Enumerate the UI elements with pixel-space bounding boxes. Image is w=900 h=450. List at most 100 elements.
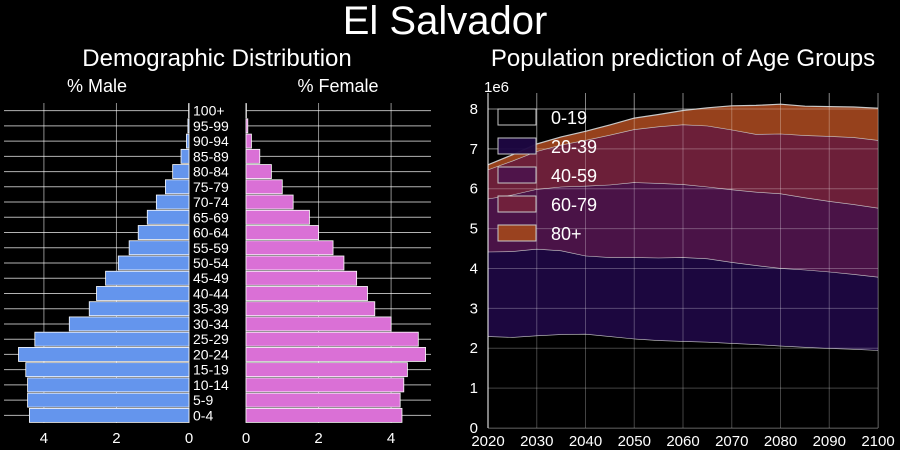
area-y-tick-label: 0 [470, 420, 478, 437]
male-tick-label: 0 [185, 430, 193, 447]
male-axis-label: % Male [67, 76, 127, 96]
female-bar [245, 331, 419, 347]
age-group-label: 60-64 [193, 225, 229, 241]
female-bar [245, 392, 401, 408]
male-tick-label: 4 [40, 430, 48, 447]
area-x-tick-label: 2020 [471, 433, 504, 450]
area-x-tick-label: 2100 [861, 433, 894, 450]
male-bar [34, 331, 190, 347]
age-group-label: 95-99 [193, 118, 229, 134]
legend-swatch [497, 108, 537, 126]
area-y-multiplier: 1e6 [484, 79, 509, 96]
male-bar [172, 164, 190, 179]
legend-label: 60-79 [551, 195, 597, 215]
female-bar [245, 133, 252, 149]
age-group-label: 20-24 [193, 346, 229, 362]
male-tick-label: 2 [112, 430, 120, 447]
male-bar [137, 225, 190, 240]
female-bar [245, 407, 403, 423]
male-bar [155, 194, 190, 210]
area-x-tick-label: 2060 [666, 433, 699, 450]
female-tick-label: 4 [387, 430, 395, 447]
area-y-tick-label: 1 [470, 380, 478, 397]
male-bar [105, 270, 190, 286]
male-pyramid: 4 2 0 [4, 103, 193, 447]
age-group-label: 75-79 [193, 179, 229, 195]
legend-label: 40-59 [551, 166, 597, 186]
age-group-label: 40-44 [193, 285, 229, 301]
male-bar [117, 255, 190, 271]
age-group-label: 85-89 [193, 148, 229, 164]
area-y-tick-label: 3 [470, 300, 478, 317]
legend-swatch [497, 166, 537, 184]
age-group-label: 30-34 [193, 316, 229, 332]
legend-swatch [497, 137, 537, 155]
female-bar [245, 255, 345, 271]
male-bar [146, 209, 190, 225]
female-bar [245, 301, 376, 317]
age-group-labels: 0-45-910-1415-1920-2425-2930-3435-3940-4… [193, 103, 229, 424]
legend-label: 0-19 [551, 108, 587, 128]
female-bar [245, 362, 408, 378]
age-group-label: 50-54 [193, 255, 229, 271]
legend-label: 80+ [551, 224, 582, 244]
male-bar [180, 148, 190, 164]
age-group-label: 65-69 [193, 209, 229, 225]
female-pyramid: 0 2 4 [242, 103, 431, 447]
age-group-label: 25-29 [193, 331, 229, 347]
female-bar [245, 270, 358, 286]
female-bar [245, 286, 368, 301]
area-title: Population prediction of Age Groups [491, 45, 875, 72]
area-y-tick-label: 5 [470, 221, 478, 238]
age-group-label: 5-9 [193, 392, 213, 408]
female-axis-label: % Female [297, 76, 378, 96]
area-y-tick-label: 4 [470, 260, 478, 277]
area-series-20-39 [488, 248, 878, 351]
female-bar [245, 377, 405, 393]
male-bar [28, 407, 190, 423]
female-bar [245, 118, 249, 134]
legend-swatch [497, 195, 537, 213]
population-area-chart: 2020 2030 2040 2050 2060 2070 2080 2090 2100 0 1 2 3… [470, 93, 895, 450]
female-bar [245, 225, 319, 240]
area-legend: 0-19 20-39 40-59 60-79 80+ [497, 108, 597, 244]
male-bar [27, 377, 190, 393]
male-bar [128, 240, 190, 256]
legend-swatch [497, 224, 537, 242]
age-group-label: 45-49 [193, 270, 229, 286]
area-y-tick-label: 7 [470, 141, 478, 158]
area-x-tick-label: 2090 [813, 433, 846, 450]
male-bar [187, 118, 190, 134]
male-bar [25, 362, 190, 378]
area-x-tick-label: 2070 [715, 433, 748, 450]
pyramid-title: Demographic Distribution [82, 45, 351, 72]
area-y-tick-label: 6 [470, 181, 478, 198]
area-series-40-59 [488, 182, 878, 277]
male-bar [18, 347, 190, 362]
age-group-label: 80-84 [193, 164, 229, 180]
legend-label: 20-39 [551, 137, 597, 157]
age-group-label: 0-4 [193, 407, 213, 423]
male-bar [96, 286, 190, 301]
female-bar [245, 179, 283, 195]
age-group-label: 10-14 [193, 377, 229, 393]
female-bar [245, 316, 392, 332]
figure-title: El Salvador [343, 0, 548, 43]
female-bar [245, 194, 294, 210]
area-series-60-79 [488, 124, 878, 208]
age-group-label: 55-59 [193, 240, 229, 256]
age-group-label: 15-19 [193, 362, 229, 378]
area-y-tick-label: 2 [470, 340, 478, 357]
area-x-tick-label: 2040 [569, 433, 602, 450]
area-x-tick-label: 2080 [764, 433, 797, 450]
female-tick-label: 2 [314, 430, 322, 447]
male-bar [186, 133, 190, 149]
area-y-tick-label: 8 [470, 101, 478, 118]
area-x-tick-label: 2030 [520, 433, 553, 450]
area-series-edge [487, 103, 879, 166]
male-bar [165, 179, 190, 195]
male-bar [27, 392, 190, 408]
female-bar [245, 347, 426, 362]
female-bar [245, 148, 261, 164]
